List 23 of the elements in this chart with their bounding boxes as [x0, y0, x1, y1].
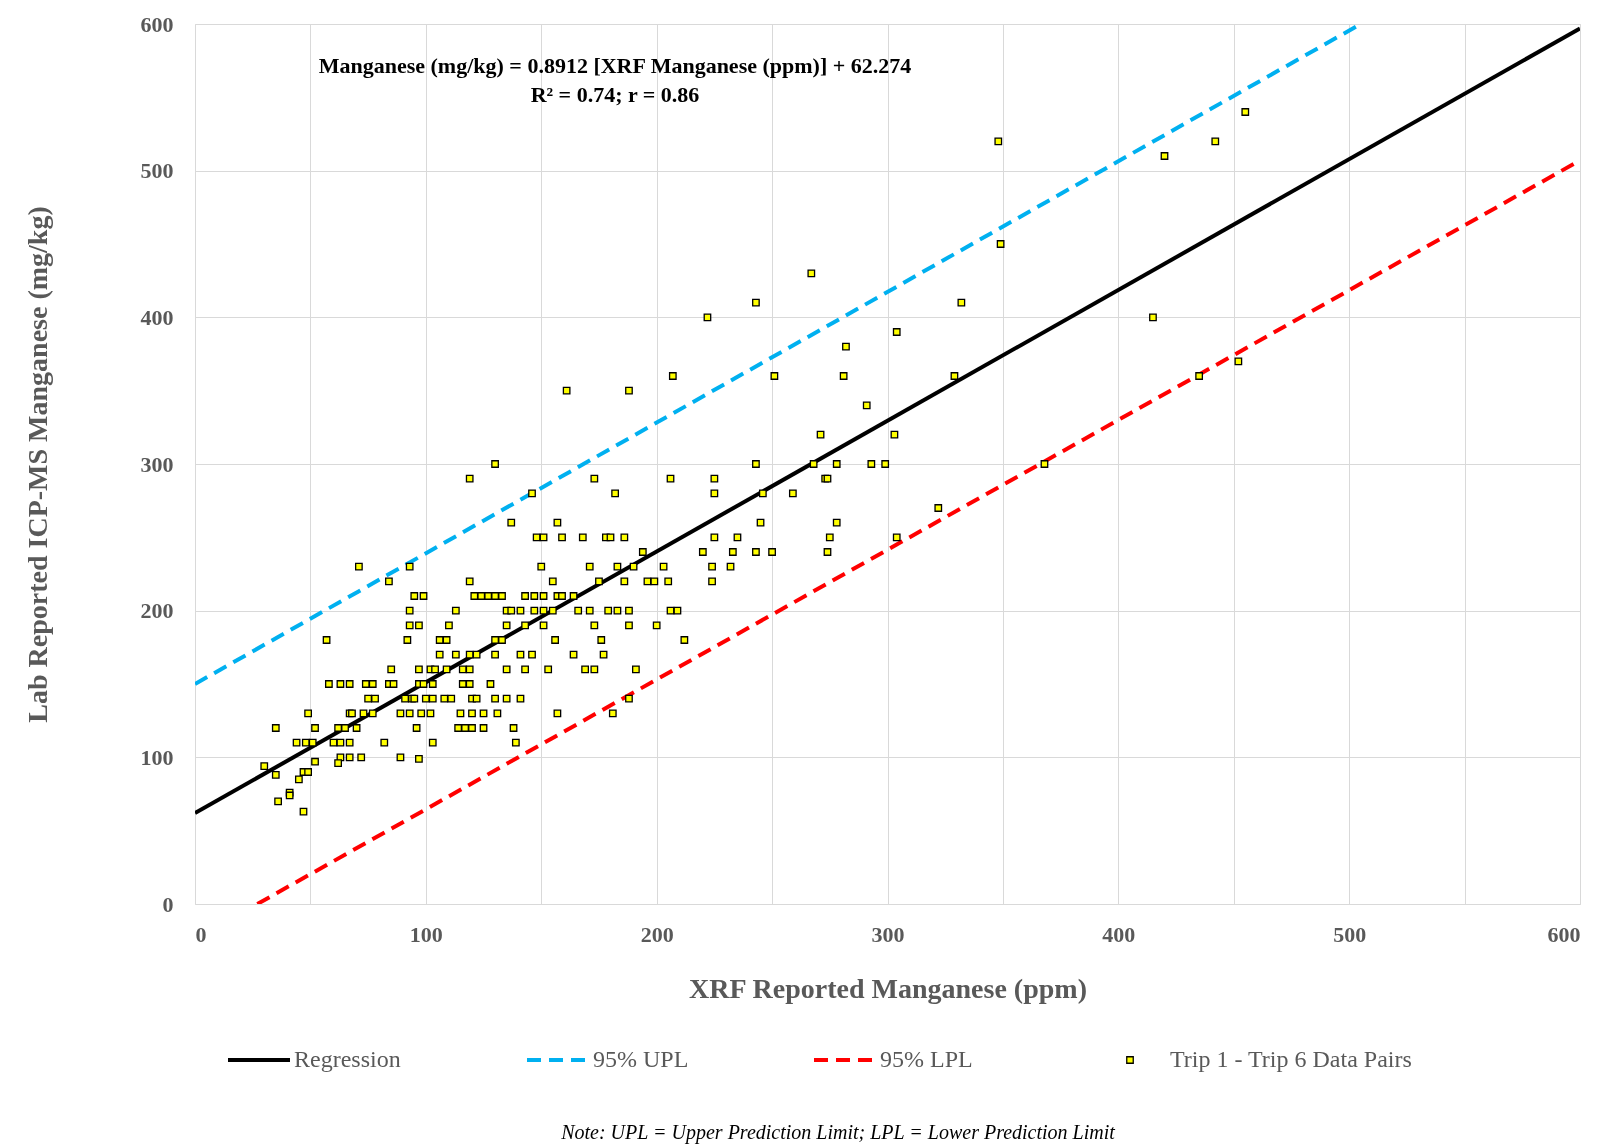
y-tick-label: 300 [140, 451, 174, 477]
y-axis-title: Lab Reported ICP-MS Manganese (mg/kg) [21, 206, 53, 723]
x-axis-title: XRF Reported Manganese (ppm) [689, 972, 1087, 1004]
annotation: Manganese (mg/kg) = 0.8912 [XRF Manganese (ppm)] + 62.274 [318, 53, 912, 78]
y-tick-label: 0 [162, 891, 174, 917]
y-tick-label: 400 [140, 304, 174, 330]
text: Note: UPL = Upper Prediction Limit; LPL = Lower Prediction Limit [560, 1121, 1116, 1144]
x-tick-label: 500 [1333, 921, 1367, 947]
y-tick-label: 600 [140, 11, 174, 37]
x-tick-label: 100 [409, 921, 443, 947]
legend-label: Trip 1 - Trip 6 Data Pairs [1170, 1046, 1412, 1072]
y-tick-label: 100 [140, 744, 174, 770]
y-tick-label: 500 [140, 158, 174, 184]
legend-label: Regression [294, 1046, 401, 1072]
x-tick-label: 200 [640, 921, 674, 947]
legend-label: 95% LPL [880, 1046, 973, 1072]
x-tick-label: 300 [871, 921, 905, 947]
x-tick-label: 400 [1102, 921, 1136, 947]
legend-label: 95% UPL [593, 1046, 689, 1072]
x-tick-label: 0 [195, 921, 207, 947]
y-tick-label: 200 [140, 598, 174, 624]
x-tick-label: 600 [1547, 921, 1581, 947]
annotation: R² = 0.74; r = 0.86 [530, 82, 700, 107]
